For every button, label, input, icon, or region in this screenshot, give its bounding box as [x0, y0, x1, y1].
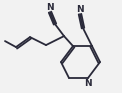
Text: N: N: [76, 5, 84, 14]
Text: N: N: [84, 78, 92, 88]
Text: N: N: [46, 3, 54, 12]
